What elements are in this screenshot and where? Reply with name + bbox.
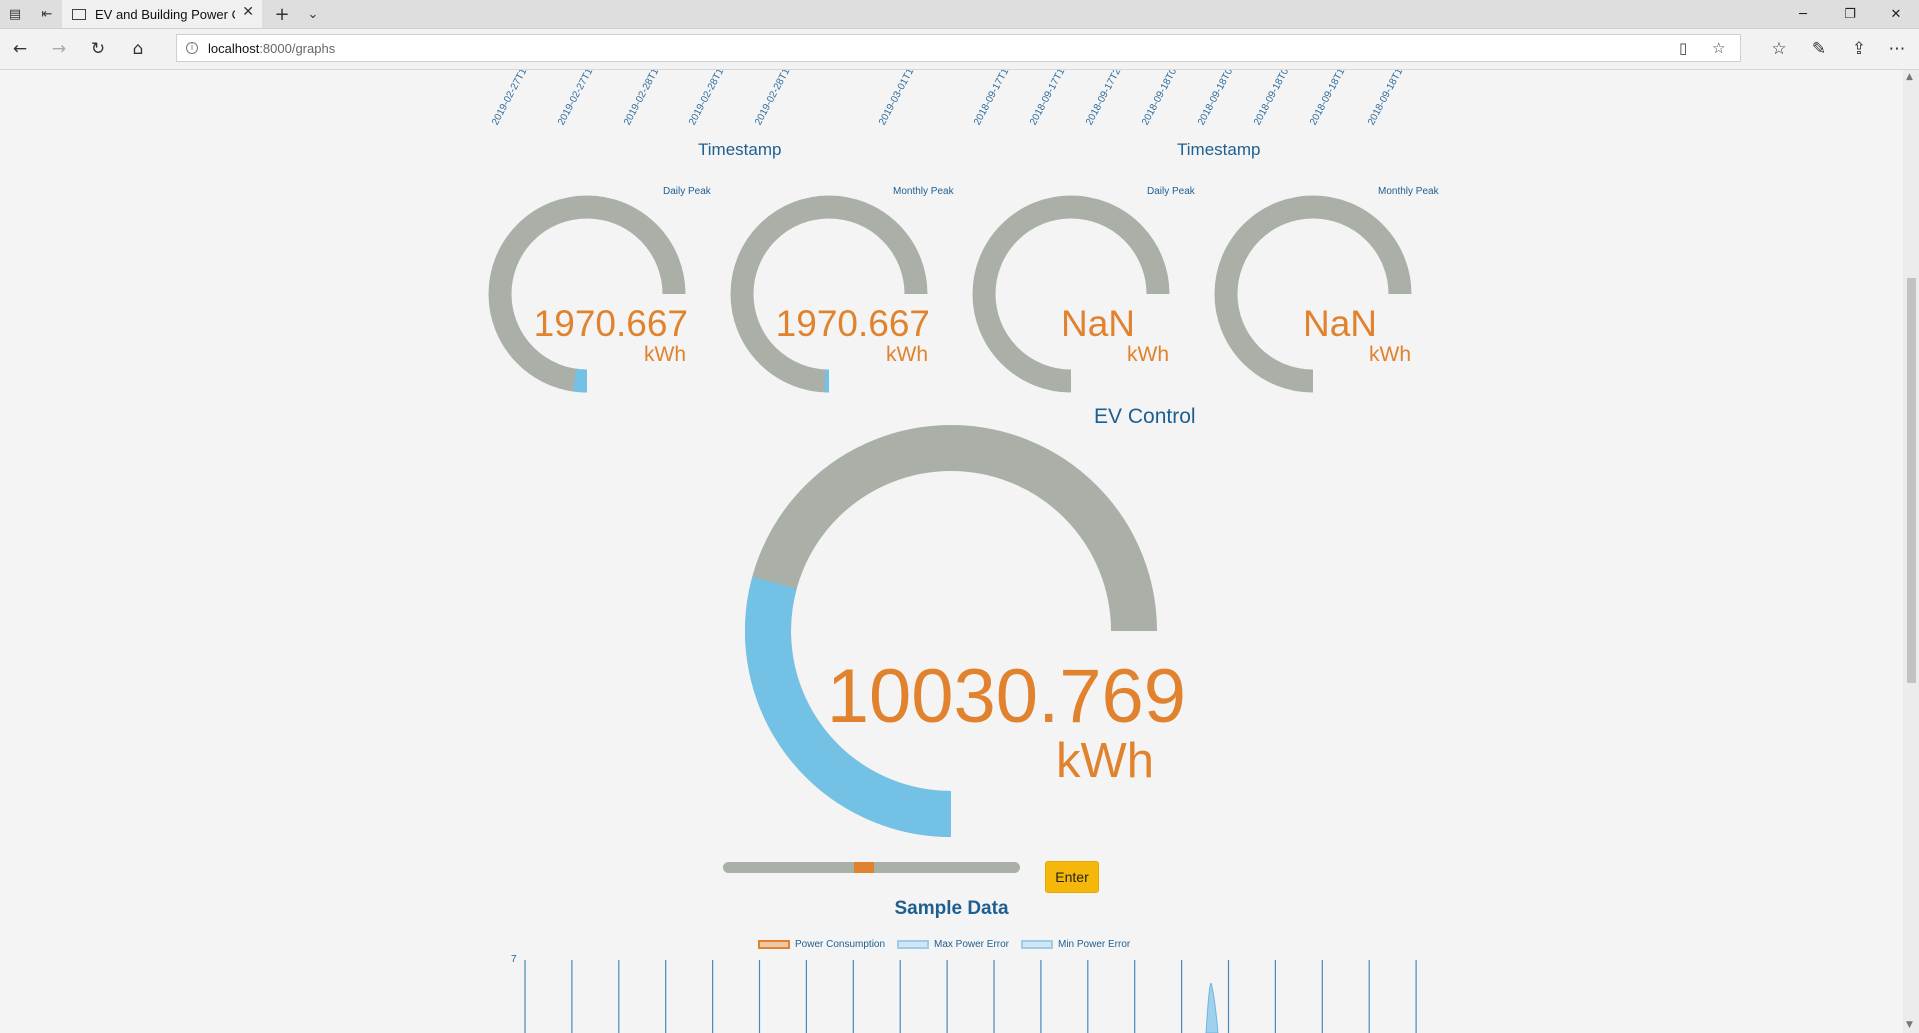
vertical-scrollbar[interactable]: ▲ ▼ xyxy=(1903,70,1919,1033)
gauge-1-label: Daily Peak xyxy=(663,186,711,197)
close-tab-icon[interactable]: ✕ xyxy=(242,4,254,20)
gauge-track xyxy=(1214,195,1412,393)
scroll-down-icon[interactable]: ▼ xyxy=(1906,1020,1913,1030)
url-text[interactable]: localhost:8000/graphs xyxy=(208,40,336,56)
restore-button[interactable]: ❐ xyxy=(1844,6,1856,22)
page-content: 2019-02-27T1 2019-02-27T1 2019-02-28T1 2… xyxy=(0,70,1903,1033)
legend-swatch xyxy=(758,940,790,949)
favorite-star-icon[interactable]: ☆ xyxy=(1712,39,1726,57)
legend-power-consumption[interactable]: Power Consumption xyxy=(758,939,885,950)
gauge-2-value: 1970.667 xyxy=(775,303,930,344)
gauge-3-arc xyxy=(972,195,1170,393)
tab-bar: ▤ ⇤ EV and Building Power C ✕ + ⌄ ─ ❐ ✕ xyxy=(0,0,1919,29)
gauge-4-arc xyxy=(1214,195,1412,393)
gauge-3-label: Daily Peak xyxy=(1147,186,1195,197)
ev-control-unit: kWh xyxy=(1056,734,1154,788)
reading-view-icon[interactable]: ▯ xyxy=(1679,39,1688,57)
ev-control-gauge-arc xyxy=(745,425,1157,837)
legend-label: Min Power Error xyxy=(1058,939,1131,950)
notes-pen-icon[interactable]: ✎ xyxy=(1811,39,1827,59)
gauge-2-arc xyxy=(730,195,928,393)
close-window-button[interactable]: ✕ xyxy=(1890,6,1902,22)
gauge-track xyxy=(972,195,1170,393)
site-info-icon[interactable]: i xyxy=(186,42,198,54)
gauge-4-label: Monthly Peak xyxy=(1378,186,1439,197)
y-axis-tick-label: 7 xyxy=(511,954,517,965)
gauges-canvas xyxy=(488,195,1412,837)
gauge-1-arc xyxy=(488,195,686,393)
back-icon[interactable]: ← xyxy=(12,39,28,59)
legend-label: Power Consumption xyxy=(795,939,886,950)
browser-tab[interactable]: EV and Building Power C ✕ xyxy=(62,0,262,28)
gauge-4-value: NaN xyxy=(1302,303,1377,344)
tab-list-chevron-icon[interactable]: ⌄ xyxy=(307,6,319,22)
legend-max-power-error[interactable]: Max Power Error xyxy=(897,939,1009,950)
chart-2-x-axis-title: Timestamp xyxy=(1177,140,1261,159)
gauge-fill xyxy=(573,368,588,393)
gauge-2-label: Monthly Peak xyxy=(893,186,954,197)
ev-control-title: EV Control xyxy=(1094,405,1196,428)
sample-data-title: Sample Data xyxy=(894,898,1009,919)
refresh-icon[interactable]: ↻ xyxy=(90,39,106,59)
gauge-4-unit: kWh xyxy=(1369,343,1411,366)
tabs-aside-icon[interactable]: ⇤ xyxy=(41,6,53,22)
address-bar[interactable]: i localhost:8000/graphs ▯ ☆ xyxy=(176,34,1741,62)
legend-min-power-error[interactable]: Min Power Error xyxy=(1021,939,1130,950)
legend-swatch xyxy=(897,940,929,949)
forward-icon[interactable]: → xyxy=(51,39,67,59)
minimize-button[interactable]: ─ xyxy=(1799,6,1807,22)
legend-label: Max Power Error xyxy=(934,939,1010,950)
gauge-1-unit: kWh xyxy=(644,343,686,366)
navigation-bar: ← → ↻ ⌂ i localhost:8000/graphs ▯ ☆ ☆ ✎ … xyxy=(0,29,1919,70)
new-tab-icon[interactable]: + xyxy=(274,3,290,25)
scrollbar-thumb[interactable] xyxy=(1907,278,1916,683)
ev-control-value: 10030.769 xyxy=(826,654,1186,739)
gauge-2-unit: kWh xyxy=(886,343,928,366)
tab-manager-icon[interactable]: ▤ xyxy=(8,6,22,22)
gauge-3-unit: kWh xyxy=(1127,343,1169,366)
tab-title: EV and Building Power C xyxy=(95,6,235,22)
gauge-1-value: 1970.667 xyxy=(533,303,688,344)
more-menu-icon[interactable]: ⋯ xyxy=(1888,39,1906,59)
chart-1-x-axis-title: Timestamp xyxy=(698,140,782,159)
ev-control-slider-thumb[interactable] xyxy=(853,862,874,873)
favorites-icon[interactable]: ☆ xyxy=(1771,39,1787,59)
legend-swatch xyxy=(1021,940,1053,949)
page-icon xyxy=(72,8,86,20)
home-icon[interactable]: ⌂ xyxy=(132,39,144,59)
gauge-track xyxy=(730,195,928,393)
gauge-fill xyxy=(745,576,952,837)
gauge-track xyxy=(488,195,686,393)
share-icon[interactable]: ⇪ xyxy=(1851,39,1867,59)
gauge-3-value: NaN xyxy=(1060,303,1135,344)
enter-button[interactable]: Enter xyxy=(1045,861,1099,893)
scroll-up-icon[interactable]: ▲ xyxy=(1906,72,1913,82)
